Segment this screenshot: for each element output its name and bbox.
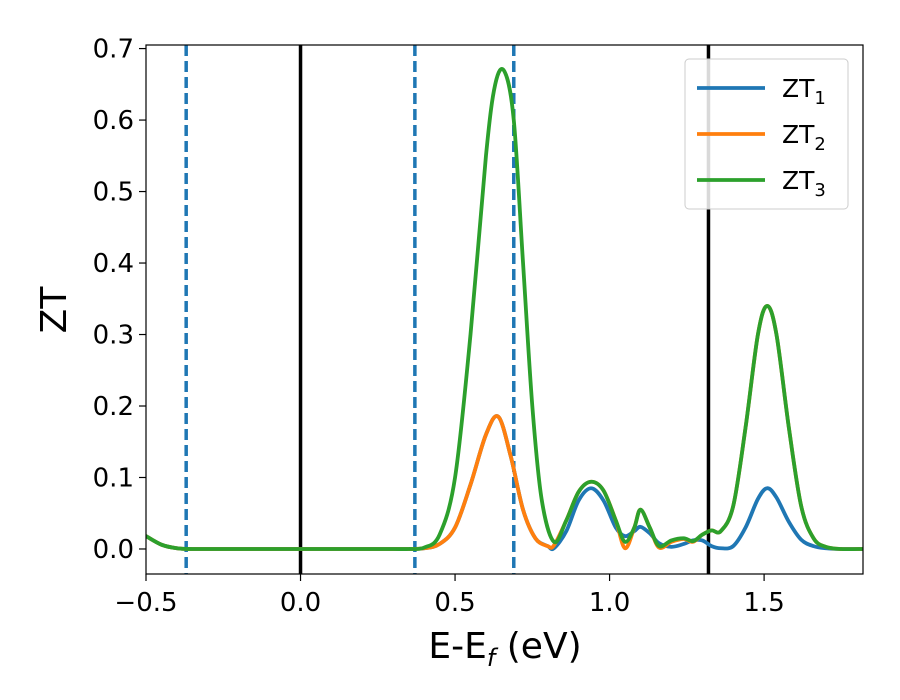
y-tick-label: 0.7 [93,35,134,65]
y-tick-label: 0.5 [93,178,134,208]
y-tick-label: 0.2 [93,392,134,422]
x-axis-ticks: −0.5 0.0 0.5 1.0 1.5 [114,574,785,618]
plot-frame [145,44,864,575]
series-line-zt3 [146,67,863,552]
y-tick-label: 0.3 [93,321,134,351]
legend-box [684,58,849,210]
legend-label-zt3: ZT3 [782,166,826,201]
y-tick-label: 0.6 [93,106,134,136]
x-tick-label: 0.0 [280,588,321,618]
x-tick-label: 0.5 [434,588,475,618]
legend-label-zt1: ZT1 [782,74,826,109]
y-axis-ticks: 0.0 0.1 0.2 0.3 0.4 0.5 0.6 0.7 [93,35,146,565]
legend: ZT1 ZT2 ZT3 [684,58,849,210]
series-layer [146,67,863,552]
x-tick-label: 1.0 [589,588,630,618]
x-tick-label: 1.5 [743,588,784,618]
legend-label-zt2: ZT2 [782,120,826,155]
y-tick-label: 0.1 [93,463,134,493]
y-tick-label: 0.0 [93,535,134,565]
x-tick-label: −0.5 [114,588,177,618]
y-axis-label: ZT [34,286,75,334]
y-tick-label: 0.4 [93,249,134,279]
x-axis-label: E-Ef (eV) [428,626,581,672]
